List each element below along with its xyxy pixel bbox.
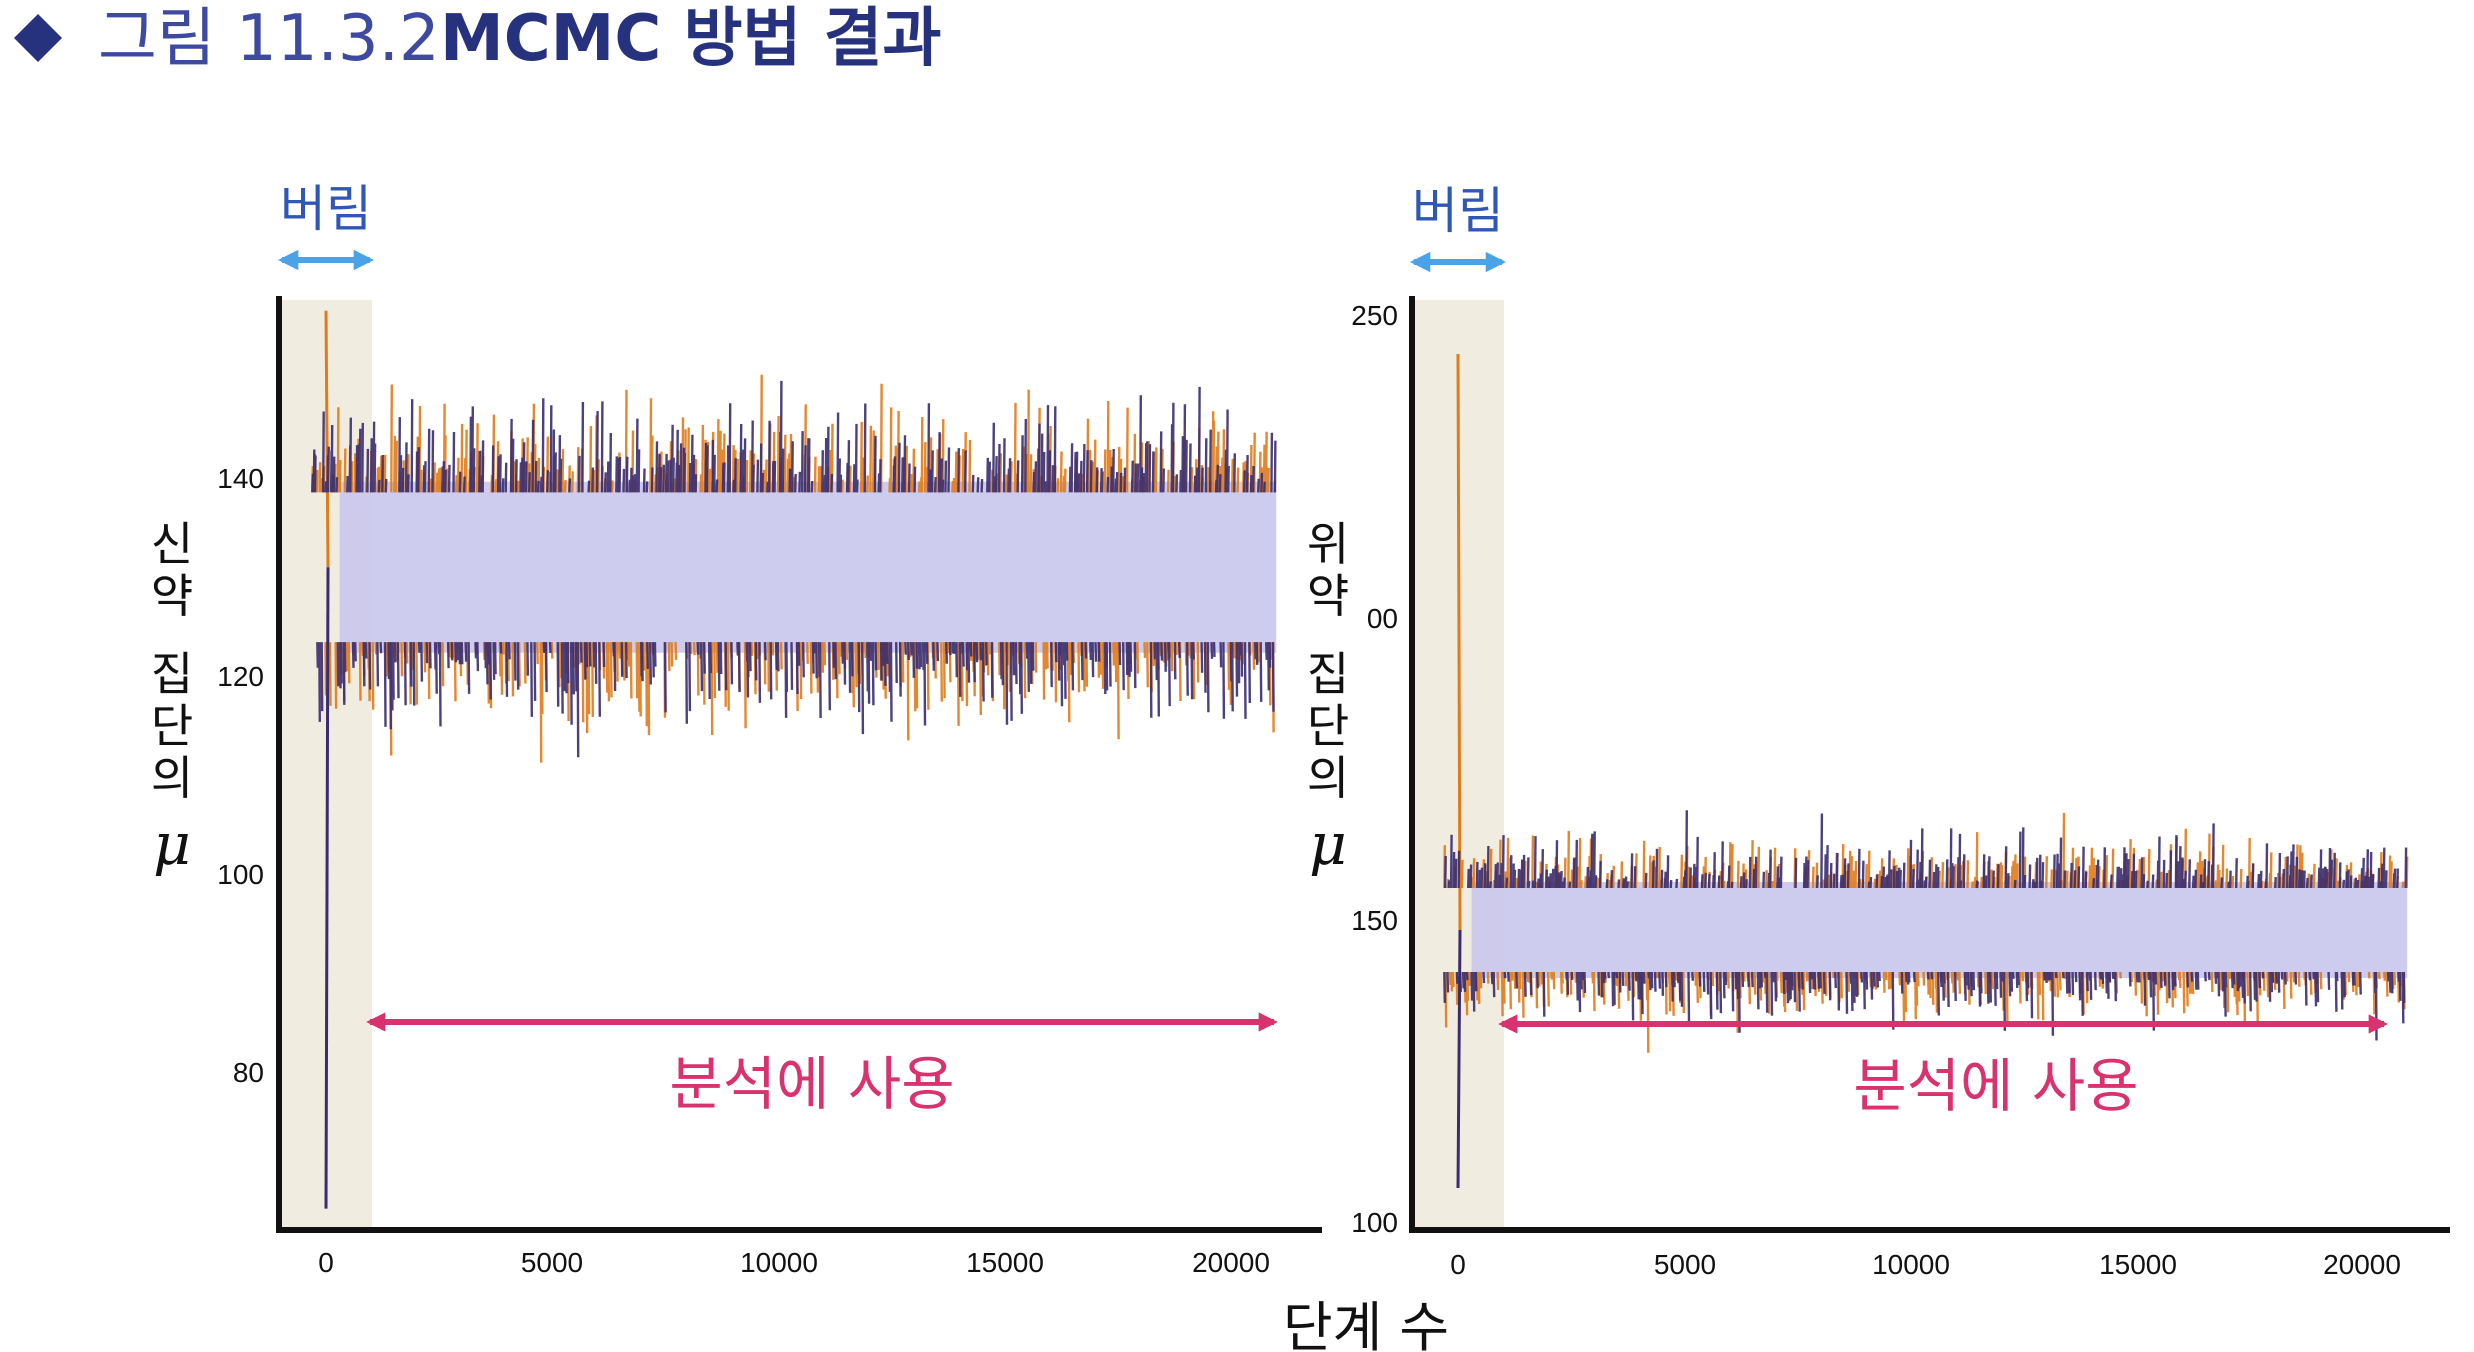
y-label-char: 약 — [1307, 569, 1349, 623]
x-tick-label: 0 — [1450, 1249, 1466, 1280]
y-tick-label: 250 — [1351, 300, 1398, 331]
used-range-label: 분석에 사용 — [1853, 1052, 2138, 1120]
x-ticks: 0 5000 10000 15000 20000 — [1450, 1249, 2401, 1280]
y-tick-label: 150 — [1351, 905, 1398, 936]
used-range-label: 분석에 사용 — [669, 1050, 954, 1118]
sampling-trace-purple — [1443, 810, 2408, 1041]
x-tick-label: 5000 — [521, 1247, 583, 1278]
left-panel: 140 120 100 80 0 5000 10000 15000 20000 … — [151, 180, 1322, 1278]
right-panel: 250 00 150 100 0 5000 10000 15000 20000 … — [1307, 182, 2450, 1280]
burn-in-label: 버림 — [280, 180, 372, 238]
y-axis-label: 신 약 집 단 의 μ — [151, 517, 193, 878]
x-tick-label: 20000 — [1192, 1247, 1270, 1278]
y-tick-label: 140 — [217, 463, 264, 494]
y-tick-label: 120 — [217, 661, 264, 692]
figure-header: 그림 11.3.2 MCMC 방법 결과 — [14, 2, 941, 76]
mu-symbol: μ — [1309, 810, 1347, 878]
y-label-char: 단 — [1307, 699, 1349, 753]
y-label-char: 집 — [151, 647, 193, 701]
y-ticks: 140 120 100 80 — [217, 463, 264, 1088]
burn-in-trace-orange — [1456, 353, 1462, 931]
y-tick-label: 100 — [1351, 1207, 1398, 1238]
y-label-char: 위 — [1307, 517, 1349, 571]
x-tick-label: 10000 — [1872, 1249, 1950, 1280]
x-axis-label: 단계 수 — [1283, 1296, 1449, 1352]
burn-in-trace-orange — [324, 310, 330, 568]
y-tick-label-partial: 00 — [1367, 603, 1398, 634]
figure-title: MCMC 방법 결과 — [440, 2, 941, 76]
left-trace-lines — [311, 310, 1277, 1209]
burn-in-trace-purple — [1456, 929, 1462, 1189]
x-tick-label: 10000 — [740, 1247, 818, 1278]
y-label-char: 신 — [151, 517, 193, 571]
burn-in-label: 버림 — [1412, 182, 1504, 240]
y-label-char: 단 — [151, 699, 193, 753]
y-ticks: 250 00 150 100 — [1351, 300, 1398, 1238]
y-label-char: 의 — [1307, 751, 1349, 805]
y-axis-label: 위 약 집 단 의 μ — [1307, 517, 1349, 878]
y-label-char: 의 — [151, 751, 193, 805]
sampling-trace-purple — [311, 380, 1277, 758]
y-label-char: 약 — [151, 569, 193, 623]
burn-in-trace-purple — [324, 567, 330, 1209]
posterior-band — [1471, 882, 2408, 978]
x-tick-label: 15000 — [966, 1247, 1044, 1278]
y-tick-label: 100 — [217, 859, 264, 890]
right-trace-lines — [1443, 353, 2409, 1189]
x-tick-label: 5000 — [1654, 1249, 1716, 1280]
x-tick-label: 0 — [318, 1247, 334, 1278]
figure-number: 그림 11.3.2 — [98, 2, 440, 76]
diamond-bullet-icon — [14, 14, 62, 62]
x-tick-label: 15000 — [2099, 1249, 2177, 1280]
posterior-band — [339, 481, 1277, 653]
mu-symbol: μ — [153, 810, 191, 878]
y-label-char: 집 — [1307, 647, 1349, 701]
x-tick-label: 20000 — [2323, 1249, 2401, 1280]
x-ticks: 0 5000 10000 15000 20000 — [318, 1247, 1270, 1278]
y-tick-label: 80 — [233, 1057, 264, 1088]
